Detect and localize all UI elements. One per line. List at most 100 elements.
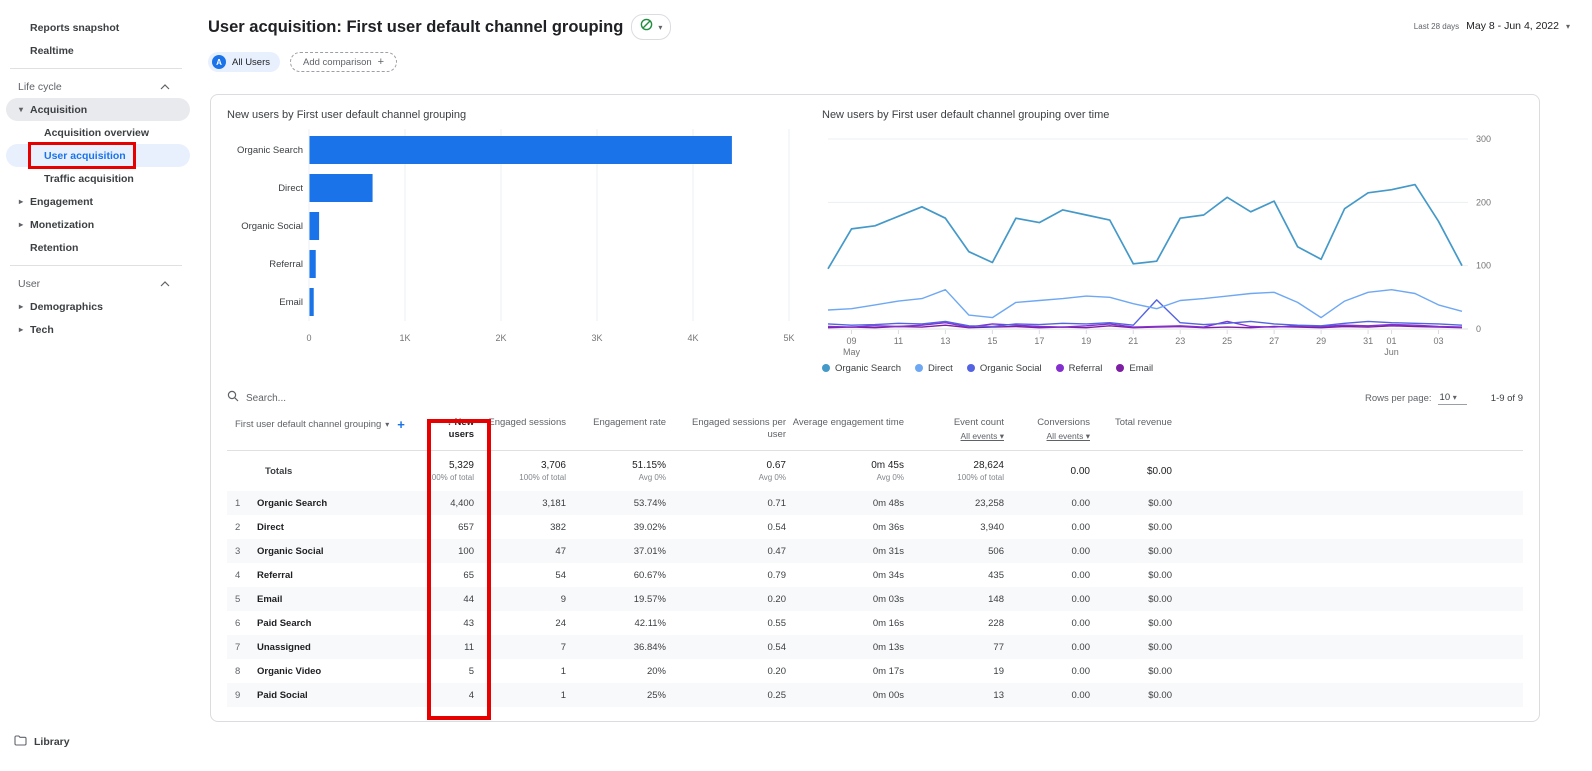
svg-text:15: 15 (987, 336, 997, 346)
svg-text:21: 21 (1128, 336, 1138, 346)
all-events-link[interactable]: All events ▾ (960, 430, 1004, 441)
row-number: 6 (235, 617, 241, 629)
sidebar-item-label: Reports snapshot (30, 21, 120, 34)
column-header-engaged-sessions-per-user[interactable]: Engaged sessions per user (672, 417, 792, 441)
legend-label: Organic Social (979, 362, 1042, 374)
metric-cell: 4,400 (450, 497, 474, 509)
metric-cell: $0.00 (1148, 521, 1172, 533)
legend-item: Referral (1055, 363, 1102, 374)
sidebar-item-label: Acquisition (30, 103, 88, 116)
sidebar-item-user[interactable]: User (6, 272, 190, 295)
metric-cell: 0m 16s (872, 617, 904, 629)
table-body: 1 Organic Search 4,400 3,181 53.74% 0.71 0m 48… (227, 491, 1523, 707)
sidebar-item-retention[interactable]: Retention (6, 236, 190, 259)
sidebar-divider (10, 68, 182, 69)
table-row: 1 Organic Search 4,400 3,181 53.74% 0.71 0m 48… (227, 491, 1523, 515)
chevron-down-icon[interactable]: ▾ (18, 105, 23, 114)
svg-text:200: 200 (1476, 197, 1491, 207)
sidebar-item-label: Traffic acquisition (44, 172, 134, 185)
channel-cell: 1 Organic Search (227, 498, 422, 509)
all-events-link[interactable]: All events ▾ (1046, 430, 1090, 441)
sidebar-item-engagement[interactable]: ▸ Engagement (6, 190, 190, 213)
all-users-label: All Users (232, 56, 271, 68)
metric-cell: 0.54 (767, 641, 787, 653)
chevron-right-icon[interactable]: ▸ (18, 197, 23, 206)
sidebar-item-life-cycle[interactable]: Life cycle (6, 75, 190, 98)
date-range-picker[interactable]: Last 28 days May 8 - Jun 4, 2022 ▾ (1414, 14, 1570, 32)
table-toolbar: Rows per page: 10 ▾ 1-9 of 9 (227, 385, 1523, 411)
channel-name: Organic Search (257, 497, 328, 509)
metric-cell: $0.00 (1148, 545, 1172, 557)
channel-name: Unassigned (257, 641, 311, 653)
sidebar-item-acquisition[interactable]: ▾ Acquisition (6, 98, 190, 121)
report-card: New users by First user default channel … (210, 94, 1540, 722)
metric-cell: 0.00 (1071, 665, 1091, 677)
svg-text:19: 19 (1081, 336, 1091, 346)
column-header-event-count[interactable]: Event count All events ▾ (910, 417, 1010, 442)
sidebar-item-acquisition-overview[interactable]: Acquisition overview (6, 121, 190, 144)
legend-label: Organic Search (835, 362, 902, 374)
svg-text:Direct: Direct (278, 183, 303, 194)
all-users-chip[interactable]: A All Users (208, 52, 281, 72)
totals-cell: 28,624 100% of total (957, 460, 1004, 482)
add-dimension-icon[interactable]: + (397, 417, 405, 432)
plus-icon: + (377, 56, 385, 68)
column-header-new-users[interactable]: ↓ New users (422, 417, 480, 441)
sidebar-item-user-acquisition[interactable]: User acquisition (6, 144, 190, 167)
chevron-up-icon[interactable] (160, 81, 170, 93)
sidebar-item-label: Life cycle (18, 80, 62, 93)
column-header-average-engagement-time[interactable]: Average engagement time (792, 417, 910, 429)
metric-cell: $0.00 (1148, 617, 1172, 629)
sidebar-item-label: Monetization (30, 218, 95, 231)
chevron-right-icon[interactable]: ▸ (18, 220, 23, 229)
sidebar-item-tech[interactable]: ▸ Tech (6, 318, 190, 341)
folder-icon (14, 735, 27, 749)
metric-cell: 0.71 (767, 497, 787, 509)
channel-name: Direct (257, 521, 284, 533)
sidebar-item-label: Engagement (30, 195, 94, 208)
sidebar-item-label: User (18, 277, 41, 290)
metric-cell: 54 (555, 569, 566, 581)
sidebar-item-realtime[interactable]: Realtime (6, 39, 190, 62)
chevron-right-icon[interactable]: ▸ (18, 302, 23, 311)
table-row: 8 Organic Video 5 1 20% 0.20 0m 17s 19 0.00 $0.00 (227, 659, 1523, 683)
bar-chart-title: New users by First user default channel … (227, 109, 467, 121)
column-header-total-revenue[interactable]: Total revenue (1096, 417, 1178, 429)
totals-label: Totals (265, 465, 293, 477)
metric-cell: 20% (646, 665, 666, 677)
column-header-engagement-rate[interactable]: Engagement rate (572, 417, 672, 429)
legend-dot-icon (822, 364, 830, 372)
column-header-first-user-default-channel-grouping[interactable]: First user default channel grouping ▾ + (227, 417, 422, 433)
metric-cell: $0.00 (1148, 569, 1172, 581)
sidebar-item-monetization[interactable]: ▸ Monetization (6, 213, 190, 236)
sidebar-item-traffic-acquisition[interactable]: Traffic acquisition (6, 167, 190, 190)
column-header-conversions[interactable]: Conversions All events ▾ (1010, 417, 1096, 442)
row-number: 3 (235, 545, 241, 557)
metric-cell: 5 (468, 665, 474, 677)
metric-cell: 0.20 (767, 665, 787, 677)
column-header-engaged-sessions[interactable]: Engaged sessions (480, 417, 572, 429)
svg-text:Email: Email (279, 297, 303, 308)
totals-cell: 51.15% Avg 0% (632, 460, 666, 482)
chevron-down-icon[interactable]: ▾ (385, 420, 390, 430)
sidebar-item-library[interactable]: Library (14, 735, 70, 749)
legend-dot-icon (1116, 364, 1125, 372)
svg-text:11: 11 (894, 336, 903, 346)
chevron-right-icon[interactable]: ▸ (18, 325, 23, 334)
data-quality-dropdown[interactable]: ▾ (631, 14, 672, 40)
metric-cell: 0.00 (1071, 545, 1091, 557)
charts-row: New users by First user default channel … (227, 109, 1523, 385)
sidebar-item-reports-snapshot[interactable]: Reports snapshot (6, 16, 190, 39)
search-input[interactable] (246, 392, 506, 404)
svg-text:23: 23 (1175, 336, 1185, 346)
add-comparison-button[interactable]: Add comparison + (290, 52, 398, 72)
metric-cell: 0.00 (1071, 689, 1091, 701)
sidebar-item-demographics[interactable]: ▸ Demographics (6, 295, 190, 318)
chevron-down-icon: ▾ (1452, 392, 1457, 402)
rows-per-page-select[interactable]: 10 ▾ (1437, 392, 1467, 405)
chevron-up-icon[interactable] (160, 278, 170, 290)
metric-cell: 435 (988, 569, 1004, 581)
metric-cell: 0.55 (767, 617, 787, 629)
svg-text:3K: 3K (591, 333, 602, 343)
